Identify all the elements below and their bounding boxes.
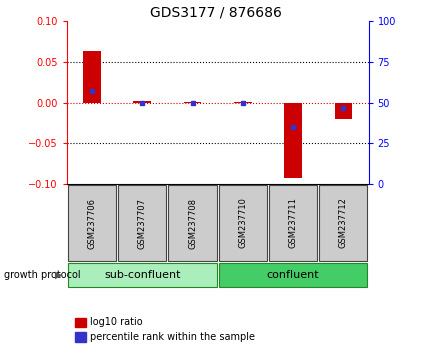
FancyBboxPatch shape (268, 185, 316, 261)
Text: GDS3177 / 876686: GDS3177 / 876686 (149, 5, 281, 19)
Bar (334, 103, 351, 119)
Text: GSM237708: GSM237708 (187, 198, 197, 249)
FancyBboxPatch shape (218, 185, 266, 261)
Text: GSM237706: GSM237706 (87, 198, 96, 249)
Text: percentile rank within the sample: percentile rank within the sample (89, 332, 254, 342)
FancyBboxPatch shape (168, 185, 216, 261)
FancyBboxPatch shape (68, 185, 116, 261)
Text: ▶: ▶ (55, 270, 62, 280)
Text: GSM237710: GSM237710 (238, 198, 247, 249)
Text: GSM237712: GSM237712 (338, 198, 347, 249)
FancyBboxPatch shape (218, 263, 367, 287)
FancyBboxPatch shape (118, 185, 166, 261)
FancyBboxPatch shape (68, 263, 216, 287)
Text: growth protocol: growth protocol (4, 270, 81, 280)
Bar (83, 51, 101, 103)
Bar (183, 102, 201, 103)
FancyBboxPatch shape (319, 185, 367, 261)
Text: GSM237711: GSM237711 (288, 198, 297, 249)
Bar (233, 102, 251, 103)
Bar (133, 101, 150, 103)
Text: log10 ratio: log10 ratio (89, 318, 142, 327)
Text: confluent: confluent (266, 270, 319, 280)
Bar (284, 103, 301, 178)
Text: sub-confluent: sub-confluent (104, 270, 180, 280)
Text: GSM237707: GSM237707 (138, 198, 146, 249)
